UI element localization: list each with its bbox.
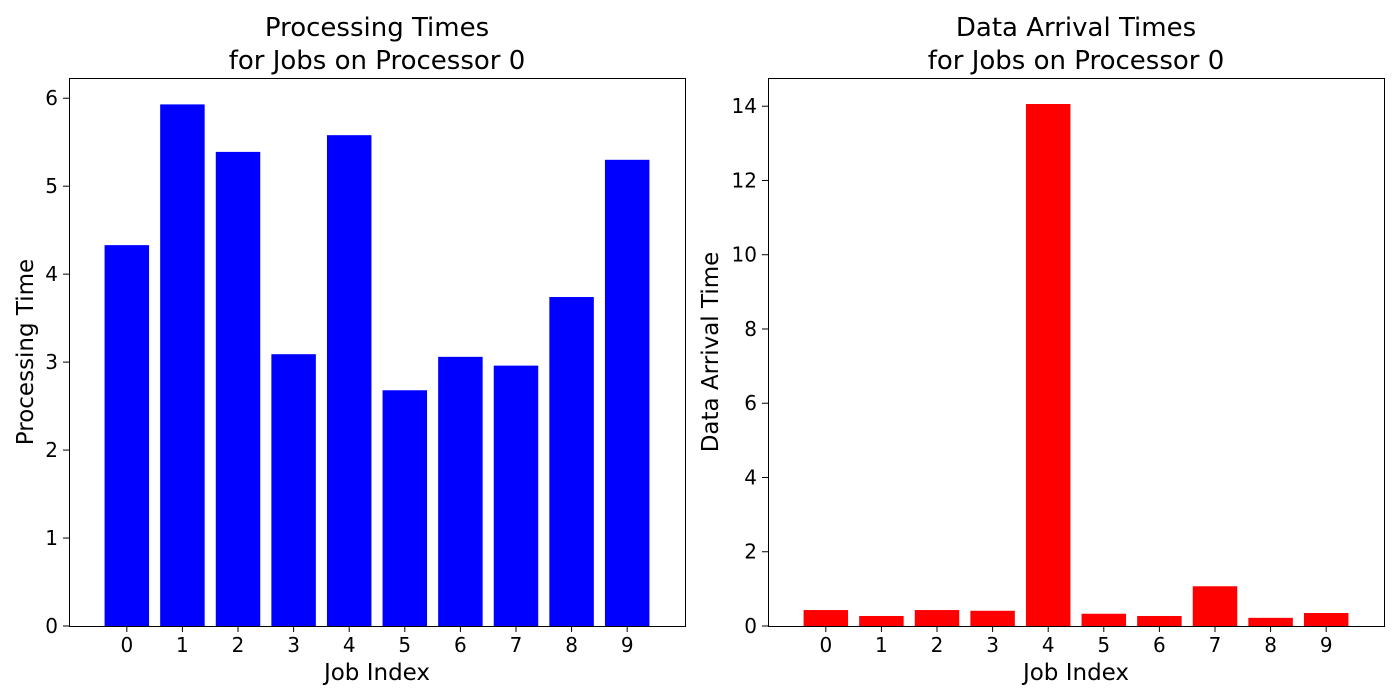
plot-frame (768, 78, 1385, 627)
x-tick-label: 4 (343, 633, 356, 657)
bar-group (803, 103, 1349, 627)
x-tick-label: 0 (819, 633, 832, 657)
x-tick-label: 0 (120, 633, 133, 657)
x-axis-label: Job Index (1021, 660, 1129, 686)
x-tick-label: 3 (287, 633, 300, 657)
bar-job-4 (326, 135, 372, 627)
bar-job-6 (1137, 615, 1182, 626)
x-tick-label: 2 (931, 633, 944, 657)
processing-times-chart: Processing Times for Jobs on Processor 0… (13, 13, 686, 686)
bar-job-6 (438, 356, 483, 626)
y-tick-label: 2 (744, 540, 757, 564)
y-tick-label: 2 (45, 438, 58, 462)
bar-job-2 (914, 610, 960, 626)
bar-job-0 (803, 610, 849, 626)
x-tick-label: 1 (176, 633, 189, 657)
y-tick-label: 8 (744, 317, 757, 341)
y-tick-label: 3 (45, 350, 58, 374)
y-tick-label: 14 (732, 94, 757, 118)
x-tick-label: 8 (1264, 633, 1277, 657)
bar-job-9 (1303, 613, 1349, 626)
x-tick-label: 6 (1153, 633, 1166, 657)
x-tick-label: 9 (1320, 633, 1333, 657)
x-axis-ticks: 0 1 2 3 4 5 6 7 8 9 (819, 626, 1333, 657)
bar-job-1 (160, 104, 205, 626)
bar-job-5 (382, 390, 428, 626)
bar-job-1 (859, 615, 904, 626)
x-tick-label: 3 (986, 633, 999, 657)
x-tick-label: 7 (510, 633, 523, 657)
y-tick-label: 0 (45, 614, 58, 638)
y-axis-label: Data Arrival Time (698, 252, 724, 453)
x-tick-label: 5 (1097, 633, 1110, 657)
y-tick-label: 1 (45, 526, 58, 550)
bar-job-7 (493, 365, 539, 626)
data-arrival-times-chart: Data Arrival Times for Jobs on Processor… (698, 13, 1385, 686)
bar-job-5 (1081, 613, 1127, 626)
y-tick-label: 4 (744, 465, 757, 489)
y-tick-label: 6 (744, 391, 757, 415)
y-tick-label: 10 (732, 243, 757, 267)
bar-job-3 (271, 354, 316, 626)
y-axis-ticks: 0 1 2 3 4 5 6 (45, 86, 69, 638)
x-axis-ticks: 0 1 2 3 4 5 6 7 8 9 (120, 626, 634, 657)
x-tick-label: 6 (454, 633, 467, 657)
x-tick-label: 9 (621, 633, 634, 657)
x-tick-label: 5 (398, 633, 411, 657)
y-axis-label: Processing Time (13, 259, 39, 445)
bar-job-4 (1025, 103, 1071, 627)
bar-job-7 (1192, 586, 1238, 626)
x-tick-label: 8 (565, 633, 578, 657)
chart-title-line-2: for Jobs on Processor 0 (229, 46, 526, 76)
chart-title-line-1: Data Arrival Times (956, 13, 1196, 43)
y-tick-label: 12 (732, 168, 757, 192)
bar-job-0 (104, 245, 150, 626)
y-tick-label: 4 (45, 262, 58, 286)
chart-title-line-1: Processing Times (265, 13, 489, 43)
y-tick-label: 5 (45, 174, 58, 198)
x-tick-label: 1 (875, 633, 888, 657)
bar-job-8 (1248, 617, 1293, 626)
bar-job-9 (604, 159, 650, 627)
bar-job-8 (549, 297, 594, 626)
bar-group (104, 104, 650, 627)
x-tick-label: 7 (1209, 633, 1222, 657)
y-axis-ticks: 0 2 4 6 8 10 12 14 (732, 94, 768, 638)
x-tick-label: 2 (232, 633, 245, 657)
x-axis-label: Job Index (322, 660, 430, 686)
chart-title-line-2: for Jobs on Processor 0 (928, 46, 1225, 76)
x-tick-label: 4 (1042, 633, 1055, 657)
y-tick-label: 6 (45, 86, 58, 110)
bar-job-3 (970, 610, 1015, 626)
bar-job-2 (215, 151, 261, 626)
plot-frame (69, 78, 686, 627)
y-tick-label: 0 (744, 614, 757, 638)
